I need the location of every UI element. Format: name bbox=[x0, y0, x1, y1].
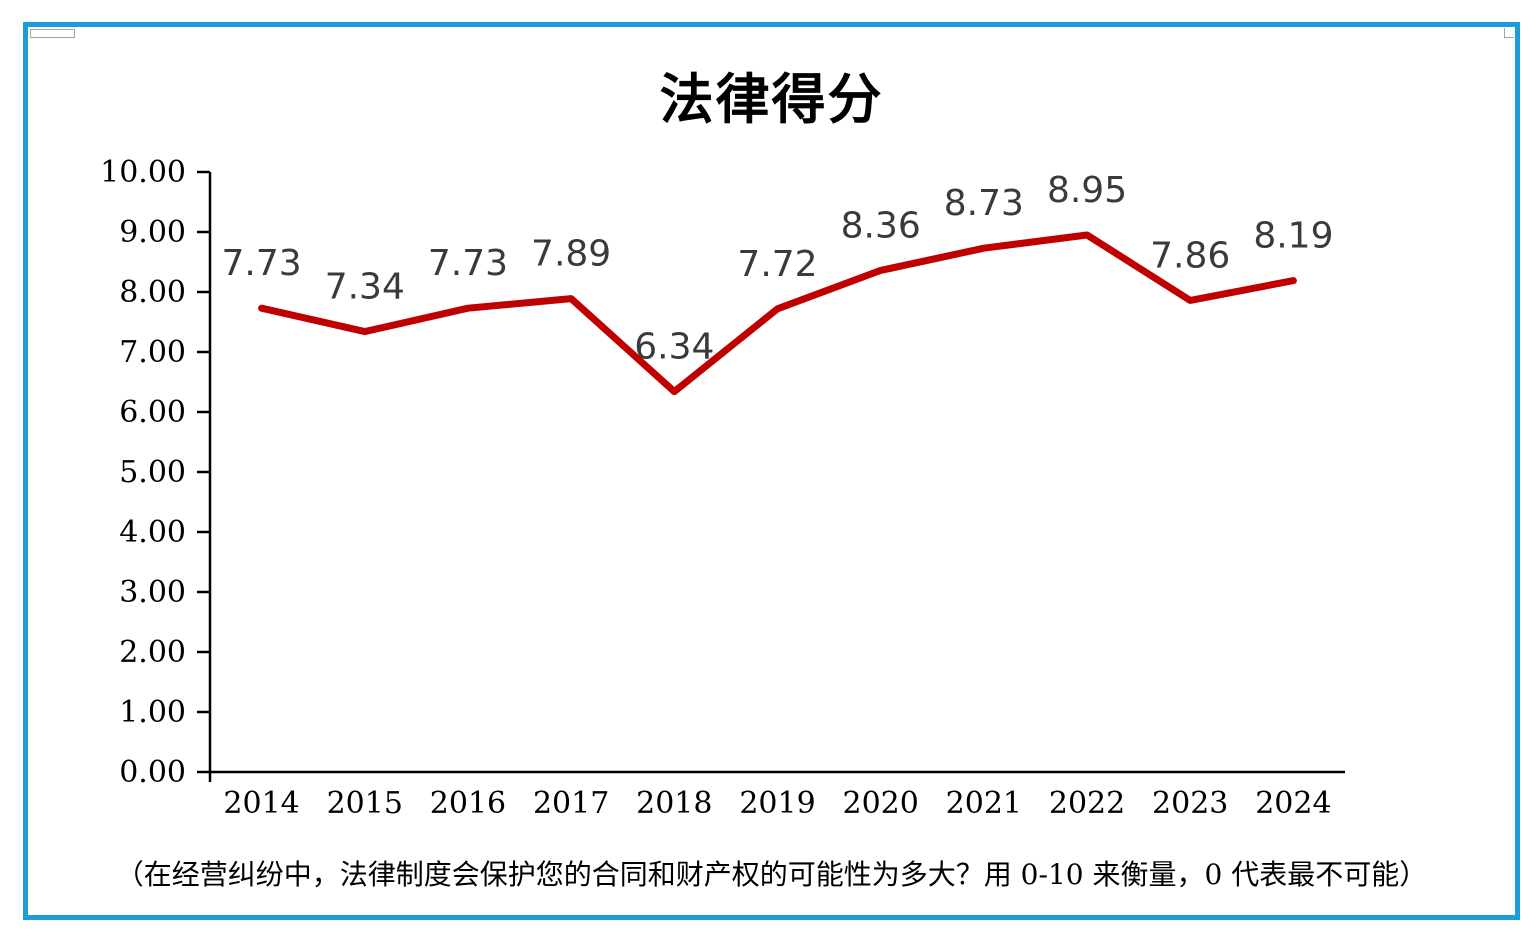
x-axis-label: 2018 bbox=[636, 786, 712, 821]
x-axis-label: 2021 bbox=[946, 786, 1022, 821]
data-label: 8.95 bbox=[1047, 170, 1127, 211]
data-label: 8.19 bbox=[1253, 216, 1333, 257]
data-label: 7.72 bbox=[737, 244, 817, 285]
data-label: 7.86 bbox=[1150, 235, 1230, 276]
resize-handle-top-right[interactable] bbox=[1504, 28, 1514, 38]
y-axis-label: 8.00 bbox=[119, 275, 186, 310]
x-axis-label: 2017 bbox=[533, 786, 609, 821]
data-label: 8.36 bbox=[841, 205, 921, 246]
x-axis-label: 2023 bbox=[1152, 786, 1228, 821]
resize-handle-top-left[interactable] bbox=[30, 29, 75, 38]
x-axis-label: 2016 bbox=[430, 786, 506, 821]
y-axis-label: 4.00 bbox=[119, 515, 186, 550]
chart-caption: （在经营纠纷中，法律制度会保护您的合同和财产权的可能性为多大？用 0-10 来衡… bbox=[115, 858, 1428, 891]
x-axis-label: 2019 bbox=[739, 786, 815, 821]
chart-title: 法律得分 bbox=[659, 67, 884, 131]
y-axis-label: 7.00 bbox=[119, 335, 186, 370]
chart-frame[interactable]: 法律得分 （在经营纠纷中，法律制度会保护您的合同和财产权的可能性为多大？用 0-… bbox=[23, 22, 1520, 920]
x-axis-label: 2024 bbox=[1255, 786, 1331, 821]
data-label: 7.89 bbox=[531, 234, 611, 275]
x-axis-label: 2022 bbox=[1049, 786, 1125, 821]
y-axis-label: 0.00 bbox=[119, 755, 186, 790]
y-axis-label: 9.00 bbox=[119, 215, 186, 250]
x-axis-label: 2014 bbox=[223, 786, 299, 821]
data-label: 6.34 bbox=[634, 327, 714, 368]
data-label: 7.34 bbox=[325, 267, 405, 308]
data-label: 7.73 bbox=[222, 243, 302, 284]
y-axis-label: 1.00 bbox=[119, 695, 186, 730]
data-label: 8.73 bbox=[944, 183, 1024, 224]
x-axis-label: 2020 bbox=[843, 786, 919, 821]
y-axis-label: 6.00 bbox=[119, 395, 186, 430]
y-axis-label: 3.00 bbox=[119, 575, 186, 610]
y-axis-label: 2.00 bbox=[119, 635, 186, 670]
x-axis-label: 2015 bbox=[327, 786, 403, 821]
data-label: 7.73 bbox=[428, 243, 508, 284]
series-line bbox=[258, 231, 1297, 396]
y-axis-label: 10.00 bbox=[100, 155, 186, 190]
y-axis-label: 5.00 bbox=[119, 455, 186, 490]
